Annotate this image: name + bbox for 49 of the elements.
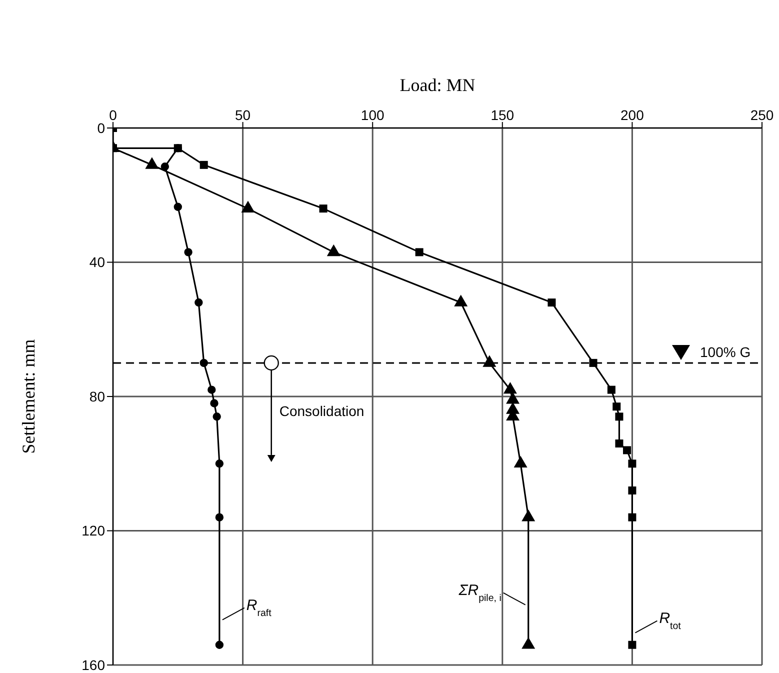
point [483, 356, 496, 367]
point [504, 382, 517, 394]
point [200, 358, 208, 368]
point [615, 439, 624, 448]
point [589, 358, 598, 367]
y-tick-label: 40 [89, 254, 106, 270]
point [212, 412, 221, 421]
point [615, 412, 624, 421]
legend-label: R$_{raft}$ [246, 596, 272, 618]
point [210, 399, 218, 408]
point [514, 456, 527, 468]
point [194, 298, 203, 307]
x-axis-title: Load: MN [400, 74, 476, 95]
point [215, 460, 224, 468]
y-tick-label: 160 [82, 656, 106, 673]
point [184, 248, 192, 256]
legend-label: R$_{tot}$ [659, 610, 682, 632]
x-tick-label: 150 [490, 107, 514, 123]
y-tick-label: 0 [97, 120, 106, 136]
point [200, 160, 208, 169]
point [628, 513, 636, 522]
ref-line-label: 100% G [700, 344, 751, 360]
point [319, 204, 328, 213]
point [522, 638, 535, 649]
point [522, 510, 535, 522]
point [607, 386, 616, 394]
point [415, 248, 424, 256]
point [506, 392, 520, 404]
series-label: ΣR$_{pile, i}$ [458, 582, 502, 604]
y-tick-label: 80 [89, 388, 106, 404]
point [628, 460, 636, 468]
x-tick-label: 0 [109, 107, 118, 123]
y-tick-label: 120 [82, 522, 106, 539]
y-axis-title: Settlement: mm [18, 339, 38, 454]
point [623, 446, 632, 454]
point [215, 640, 224, 649]
point [174, 202, 182, 211]
point [612, 402, 621, 411]
x-tick-label: 100 [360, 107, 384, 123]
point [215, 513, 224, 522]
x-tick-label: 250 [750, 107, 774, 123]
x-tick-label: 50 [235, 107, 251, 123]
point [628, 486, 636, 494]
point [628, 640, 636, 649]
point [548, 298, 556, 307]
annotation: Consolidation [279, 402, 364, 419]
point [208, 386, 216, 394]
point [160, 162, 170, 171]
x-tick-label: 200 [620, 107, 644, 123]
